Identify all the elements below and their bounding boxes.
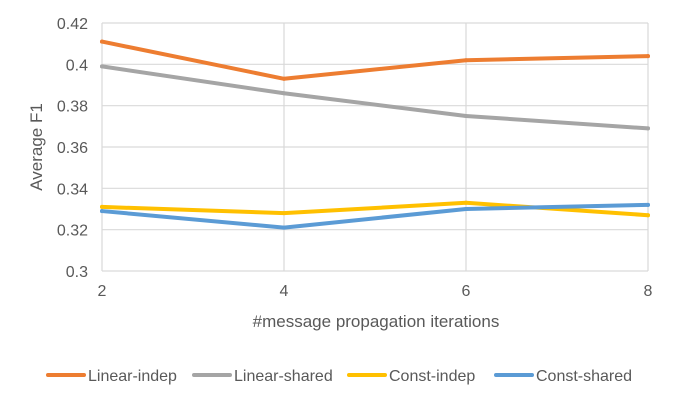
series-const-shared xyxy=(100,202,650,230)
y-tick-label: 0.32 xyxy=(57,223,88,240)
series-line xyxy=(100,39,650,81)
y-tick-label: 0.36 xyxy=(57,140,88,157)
legend-label: Linear-indep xyxy=(88,368,177,385)
y-tick-label: 0.42 xyxy=(57,16,88,33)
y-tick-label: 0.4 xyxy=(66,57,88,74)
data-point xyxy=(646,202,650,207)
data-point xyxy=(100,64,104,69)
y-axis-title: Average F1 xyxy=(27,103,46,191)
y-tick-label: 0.3 xyxy=(66,264,88,281)
data-point xyxy=(282,211,286,216)
data-point xyxy=(282,76,286,81)
legend-label: Linear-shared xyxy=(234,368,333,385)
data-point xyxy=(464,200,468,205)
data-point xyxy=(646,54,650,59)
legend: Linear-indep Linear-shared Const-indep Cons… xyxy=(46,368,632,385)
data-point xyxy=(100,204,104,209)
data-point xyxy=(464,207,468,211)
series-linear-shared xyxy=(100,64,650,131)
data-point xyxy=(646,213,650,218)
data-point xyxy=(282,91,286,96)
y-tick-label: 0.34 xyxy=(57,181,88,198)
series-linear-indep xyxy=(100,39,650,81)
data-point xyxy=(100,209,104,214)
legend-label: Const-indep xyxy=(389,368,475,385)
series-lines xyxy=(100,39,650,230)
data-point xyxy=(282,225,286,230)
series-line xyxy=(100,200,650,218)
data-point xyxy=(100,39,104,44)
legend-label: Const-shared xyxy=(536,368,632,385)
series-line xyxy=(100,64,650,131)
x-axis-ticks: 2 4 6 8 xyxy=(98,283,653,300)
x-axis-title: #message propagation iterations xyxy=(253,312,500,331)
y-axis-ticks: 0.3 0.32 0.34 0.36 0.38 0.4 0.42 xyxy=(57,16,88,281)
x-tick-label: 8 xyxy=(644,283,653,300)
data-point xyxy=(464,114,468,118)
data-point xyxy=(464,58,468,63)
series-line xyxy=(100,202,650,230)
data-point xyxy=(646,126,650,131)
series-const-indep xyxy=(100,200,650,218)
x-tick-label: 2 xyxy=(98,283,107,300)
x-tick-label: 4 xyxy=(280,283,289,300)
x-tick-label: 6 xyxy=(462,283,471,300)
y-tick-label: 0.38 xyxy=(57,99,88,116)
